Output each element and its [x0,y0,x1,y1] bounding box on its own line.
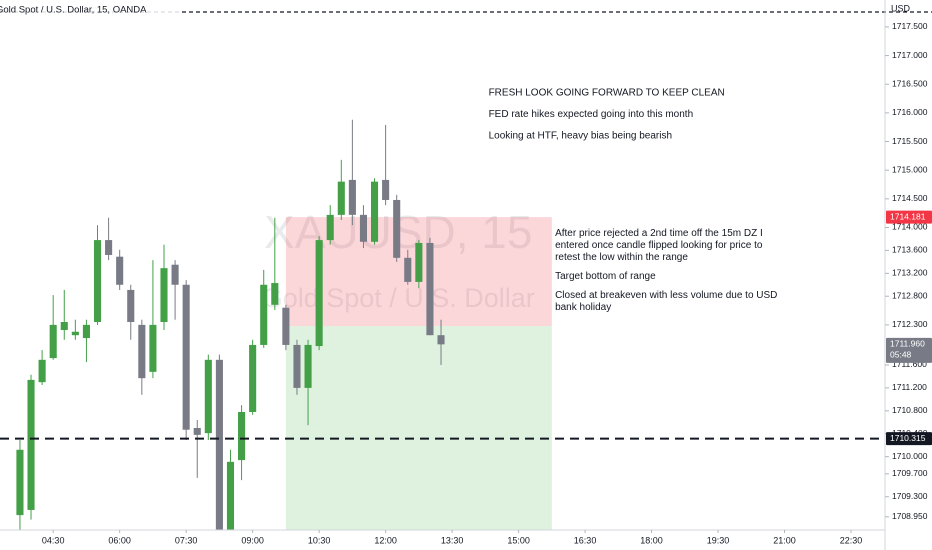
candle-body [49,324,57,359]
candle-body [315,240,323,347]
candle-body [215,359,223,530]
annotation: bank holiday [555,302,611,313]
candle-body [293,344,301,388]
price-marker [886,210,932,224]
countdown-label: 05:48 [890,350,912,360]
y-tick-label: 1712.800 [892,290,928,300]
axes: 1717.500 1717.000 1716.500 1716.000 1715.500… [42,21,932,545]
price-marker-label: 1714.181 [890,211,926,221]
candle-body [260,284,268,345]
y-tick-label: 1709.700 [892,468,928,478]
candle-body [304,344,312,388]
candle-body [282,307,290,345]
annotation: Closed at breakeven with less volume due… [555,290,777,301]
y-tick-label: 1714.000 [892,222,928,232]
y-tick-label: 1714.500 [892,193,928,203]
candle-body [138,324,146,379]
candle-body [71,331,79,336]
candle-body [171,264,179,285]
candle-body [204,359,212,434]
candle-body [60,322,68,331]
x-tick-label: 10:30 [308,535,331,545]
y-tick-label: 1715.500 [892,136,928,146]
x-tick-label: 12:00 [374,535,397,545]
candle-body [116,256,124,285]
candle-body [160,268,168,323]
candle-body [382,179,390,200]
x-tick-label: 13:30 [441,535,464,545]
candle-body [38,359,46,383]
y-tick-label: 1716.500 [892,78,928,88]
x-tick-label: 04:30 [42,535,65,545]
price-marker-label: 1710.315 [890,433,926,443]
y-tick-label: 1713.200 [892,268,928,278]
candle-body [238,411,246,461]
x-tick-label: 19:30 [707,535,730,545]
y-tick-label: 1717.000 [892,50,928,60]
candle-body [93,240,102,323]
y-tick-label: 1712.300 [892,319,928,329]
x-tick-label: 22:30 [840,535,863,545]
candle-body [82,324,90,339]
candle-body [16,449,24,516]
candle-body [27,379,35,510]
annotation: retest the low within the range [555,252,688,263]
chart-title: Gold Spot / U.S. Dollar, 15, OANDA [0,5,147,16]
candle-body [426,242,434,336]
candle-body [149,324,157,372]
candle-body [437,335,445,345]
x-tick-label: 21:00 [773,535,796,545]
annotation: FED rate hikes expected going into this … [489,109,694,120]
x-tick-label: 16:30 [574,535,597,545]
currency: USD [891,3,911,13]
candle-body [193,428,201,435]
x-tick-label: 18:00 [640,535,663,545]
y-tick-label: 1710.800 [892,405,928,415]
title-backdrop [0,2,180,18]
candle-body [404,257,412,282]
candle-body [370,181,379,242]
y-tick-label: 1709.300 [892,491,928,501]
watermark: Gold Spot / U.S. Dollar [262,283,535,313]
candle-body [182,284,190,430]
annotation: Looking at HTF, heavy bias being bearish [489,130,672,141]
x-tick-label: 06:00 [108,535,131,545]
y-tick-label: 1715.000 [892,164,928,174]
y-tick-label: 1710.000 [892,451,928,461]
y-tick-label: 1713.600 [892,245,928,255]
candle-body [105,240,113,255]
candle-body [249,344,257,412]
candle-body [271,283,279,305]
y-tick-label: 1716.000 [892,107,928,117]
price-marker [886,337,932,363]
x-tick-label: 15:00 [507,535,530,545]
candle-body [127,289,135,323]
y-tick-label: 1711.200 [892,382,927,392]
target-zone [285,326,552,530]
x-tick-label: 07:30 [175,535,198,545]
x-tick-label: 09:00 [241,535,264,545]
annotation: entered once candle flipped looking for … [555,240,763,251]
candle-body [415,242,423,282]
y-tick-label: 1708.950 [892,511,928,521]
candle-body [359,214,368,242]
price-marker [886,432,932,446]
candle-body [393,199,401,258]
candle-body [226,461,235,530]
candle-body [326,214,334,241]
price-marker-label: 1711.960 [890,339,925,349]
candle-body [337,181,345,215]
y-tick-label: 1711.600 [892,359,927,369]
y-tick-label: 1717.500 [892,21,928,31]
candle-body [348,179,356,215]
annotation: FRESH LOOK GOING FORWARD TO KEEP CLEAN [489,87,725,98]
annotation: Target bottom of range [555,271,656,282]
annotation: After price rejected a 2nd time off the … [555,228,763,239]
